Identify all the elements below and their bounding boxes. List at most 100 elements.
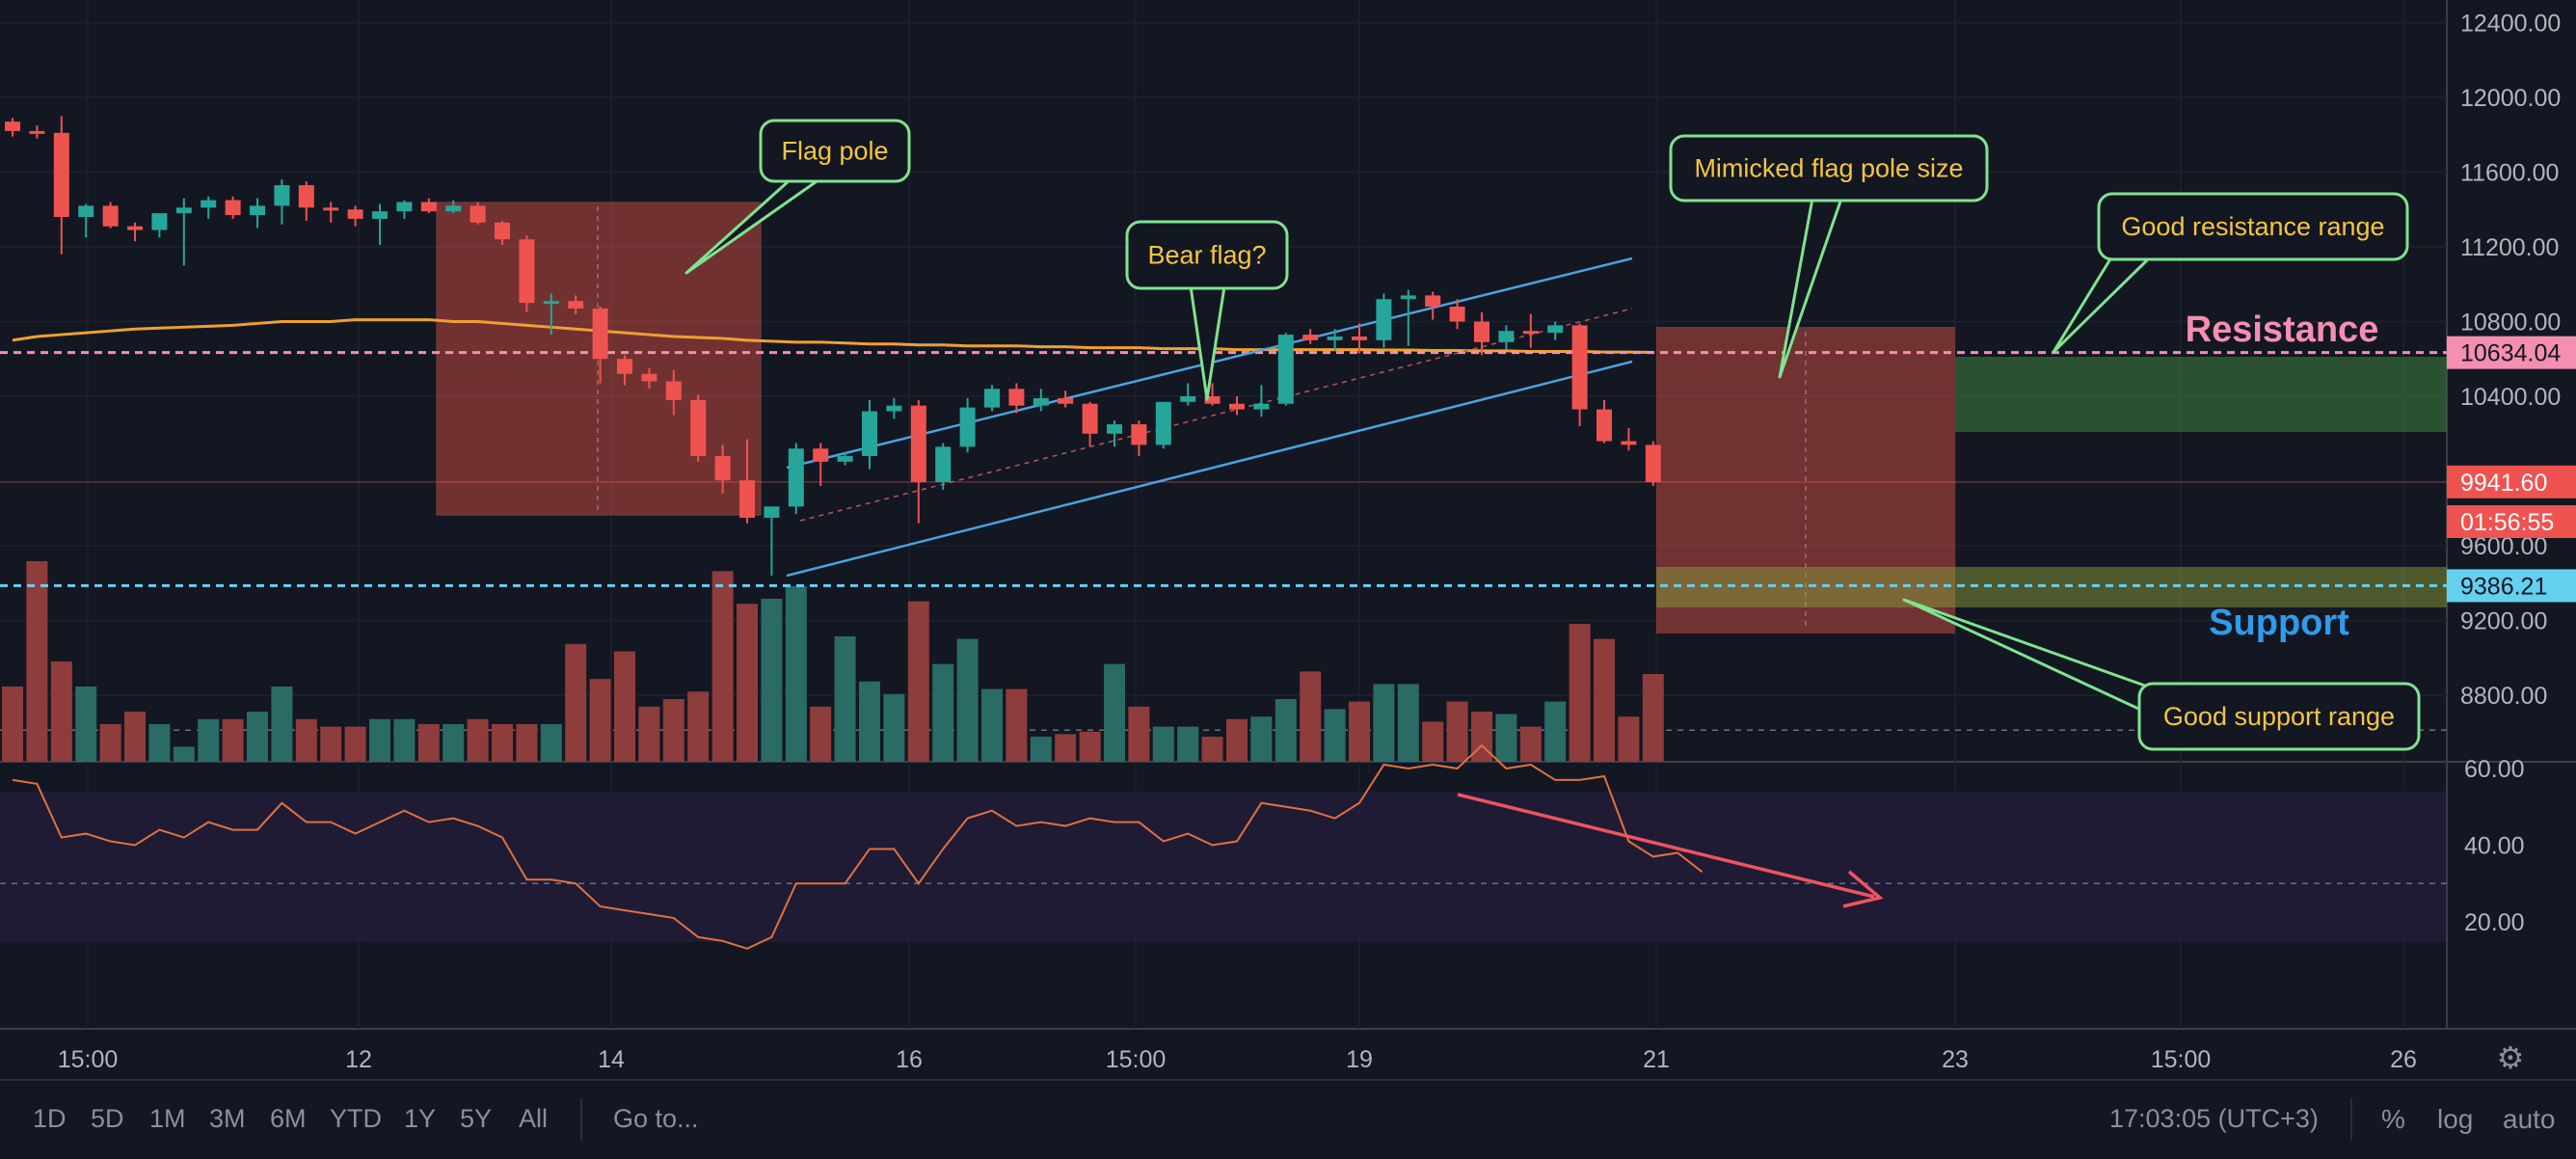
candle-body xyxy=(53,132,69,217)
toolbar-divider xyxy=(580,1098,582,1141)
rsi-divergence-arrow xyxy=(1457,793,1875,899)
countdown-tag: 01:56:55 xyxy=(2460,509,2554,536)
price-tick-label: 9200.00 xyxy=(2460,608,2547,635)
support-price-tag: 9386.21 xyxy=(2460,573,2547,600)
range-3m-button[interactable]: 3M xyxy=(209,1104,246,1133)
volume-bar xyxy=(516,724,538,762)
range-1m-button[interactable]: 1M xyxy=(149,1104,186,1133)
candle-body xyxy=(1033,397,1049,406)
candle-body xyxy=(1277,335,1294,404)
candle-body xyxy=(641,373,657,382)
volume-bar xyxy=(1397,684,1419,762)
candle-body xyxy=(347,209,363,219)
bear-flag-callout-label: Bear flag? xyxy=(1147,241,1266,270)
candle-body xyxy=(984,389,1000,408)
time-tick-label: 23 xyxy=(1942,1046,1969,1073)
price-tick-label: 11600.00 xyxy=(2460,160,2559,187)
price-tick-label: 8800.00 xyxy=(2460,683,2547,710)
price-tick-label: 10400.00 xyxy=(2460,384,2561,411)
volume-bar xyxy=(1349,701,1370,762)
auto-scale-toggle[interactable]: auto xyxy=(2503,1104,2556,1134)
volume-bar xyxy=(1519,726,1542,762)
volume-bar xyxy=(492,724,513,762)
candle-body xyxy=(1180,396,1196,402)
volume-bar xyxy=(50,661,72,762)
volume-bar xyxy=(173,746,195,762)
log-scale-toggle[interactable]: log xyxy=(2437,1104,2474,1134)
volume-bar xyxy=(883,693,905,762)
range-ytd-button[interactable]: YTD xyxy=(330,1104,382,1133)
volume-bar xyxy=(222,718,244,762)
candle-body xyxy=(543,301,559,305)
current-price-tag-bg xyxy=(2447,465,2576,499)
candle-body xyxy=(1498,331,1515,342)
range-5d-button[interactable]: 5D xyxy=(91,1104,124,1133)
volume-bar xyxy=(1226,718,1248,762)
percent-scale-toggle[interactable]: % xyxy=(2381,1104,2405,1134)
goto-button[interactable]: Go to... xyxy=(613,1104,699,1133)
volume-bar xyxy=(907,601,929,762)
candle-body xyxy=(739,480,755,518)
flag-pole-callout: Flag pole xyxy=(684,119,911,275)
volume-bar xyxy=(393,718,416,762)
volume-bar xyxy=(1128,706,1150,762)
candle-body xyxy=(1547,325,1564,334)
volume-bar xyxy=(124,712,146,762)
volume-bar xyxy=(295,718,317,762)
volume-bar xyxy=(1030,737,1052,762)
volume-bar xyxy=(1104,663,1125,762)
volume-bar xyxy=(75,687,97,762)
range-1y-button[interactable]: 1Y xyxy=(404,1104,437,1133)
candle-body xyxy=(1082,403,1098,434)
volume-bar xyxy=(1324,709,1346,762)
candle-body xyxy=(1008,389,1025,406)
time-tick-label: 16 xyxy=(896,1046,923,1073)
bear-flag-callout-box xyxy=(1125,220,1289,290)
price-tick-label: 12400.00 xyxy=(2460,11,2561,38)
candle-body xyxy=(29,130,45,134)
volume-bar xyxy=(1446,701,1468,762)
range-1d-button[interactable]: 1D xyxy=(33,1104,67,1133)
toolbar-divider xyxy=(2350,1098,2352,1141)
candle-body xyxy=(764,506,780,518)
candle-body xyxy=(274,185,290,206)
candle-body xyxy=(1204,396,1221,404)
range-5y-button[interactable]: 5Y xyxy=(460,1104,493,1133)
candle-body xyxy=(201,200,217,208)
candle-body xyxy=(298,185,314,208)
good-resistance-callout-box xyxy=(2097,192,2409,261)
candle-body xyxy=(1376,299,1392,340)
chart-canvas[interactable]: 12400.00 12000.00 11600.00 11200.00 10800.00… xyxy=(0,0,2576,1079)
volume-bar xyxy=(810,706,832,762)
candle-body xyxy=(1597,409,1612,442)
candle-body xyxy=(935,446,952,483)
price-axis: 12400.00 12000.00 11600.00 11200.00 10800.00… xyxy=(2460,11,2561,711)
volume-bar xyxy=(981,688,1003,762)
mimicked-callout-box xyxy=(1669,134,1989,202)
candle-body xyxy=(837,456,853,462)
good-resistance-callout: Good resistance range xyxy=(2052,192,2409,354)
candle-body xyxy=(323,207,339,211)
candle-body xyxy=(1155,401,1171,445)
range-all-button[interactable]: All xyxy=(519,1104,549,1133)
candle-body xyxy=(102,205,119,227)
candle-body xyxy=(1107,424,1122,434)
candle-body xyxy=(1449,307,1465,322)
candle-body xyxy=(445,205,462,212)
volume-bar xyxy=(1079,731,1101,762)
candle-body xyxy=(1253,403,1270,410)
volume-bar xyxy=(1373,684,1395,762)
clock-readout[interactable]: 17:03:05 (UTC+3) xyxy=(2109,1104,2319,1133)
volume-bar xyxy=(1594,638,1615,762)
candle-body xyxy=(1302,335,1319,340)
candle-body xyxy=(1425,295,1441,307)
good-support-callout-box xyxy=(2137,682,2421,751)
candle-body xyxy=(617,359,632,374)
rsi-arrow-head xyxy=(1842,870,1884,908)
candle-body xyxy=(420,202,437,212)
range-6m-button[interactable]: 6M xyxy=(270,1104,307,1133)
volume-bar xyxy=(589,679,611,762)
time-tick-label: 21 xyxy=(1643,1046,1670,1073)
mimicked-callout-label: Mimicked flag pole size xyxy=(1694,154,1963,183)
volume-bar xyxy=(417,724,440,762)
